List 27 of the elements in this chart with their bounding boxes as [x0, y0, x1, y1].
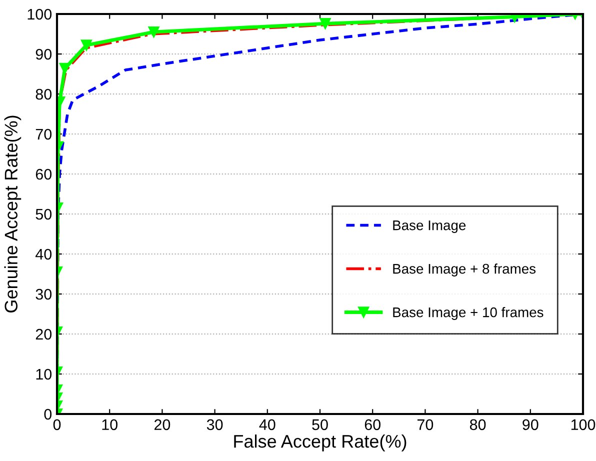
legend-label: Base Image + 10 frames [393, 307, 544, 320]
legend-label: Base Image [393, 220, 466, 233]
x-tick-label: 50 [312, 419, 328, 430]
x-tick-label: 10 [102, 419, 118, 430]
y-tick-label: 30 [36, 288, 52, 300]
x-tick-label: 20 [154, 419, 170, 430]
x-tick-label: 60 [364, 419, 380, 430]
y-tick-label: 0 [44, 408, 52, 420]
y-tick-label: 90 [36, 48, 52, 60]
x-tick-label: 30 [206, 419, 223, 430]
x-tick-label: 90 [522, 419, 538, 430]
y-tick-label: 40 [36, 248, 52, 260]
y-tick-label: 100 [28, 8, 52, 20]
y-axis-title: Genuine Accept Rate(%) [4, 116, 22, 312]
x-tick-label: 70 [417, 419, 434, 430]
y-tick-label: 20 [36, 328, 52, 340]
x-tick-label: 0 [53, 419, 61, 430]
x-tick-label: 40 [259, 419, 276, 430]
y-tick-label: 10 [36, 368, 52, 380]
y-tick-label: 50 [36, 208, 52, 220]
y-tick-label: 80 [36, 88, 52, 100]
x-tick-label: 100 [571, 419, 596, 430]
y-tick-label: 70 [36, 128, 52, 140]
legend-label: Base Image + 8 frames [393, 264, 536, 276]
y-tick-label: 60 [36, 168, 52, 180]
x-axis-title: False Accept Rate(%) [234, 434, 406, 452]
x-tick-label: 80 [470, 419, 486, 430]
